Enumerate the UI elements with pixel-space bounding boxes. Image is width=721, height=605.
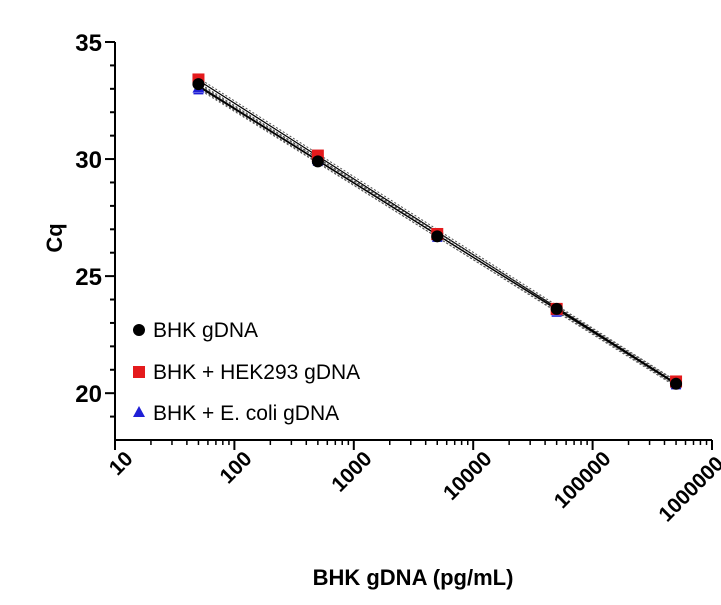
data-point-bhk <box>670 377 683 390</box>
data-point-bhk <box>550 302 563 315</box>
y-tick-label: 35 <box>75 30 102 57</box>
y-axis-title: Cq <box>42 223 67 252</box>
data-point-bhk <box>311 155 324 168</box>
legend-marker-bhk <box>133 324 145 336</box>
legend-marker-hek293 <box>133 366 145 378</box>
x-tick-label: 1000 <box>327 447 376 496</box>
x-tick-label: 1000000 <box>654 452 721 526</box>
x-tick-label: 10 <box>105 447 138 480</box>
legend-marker-ecoli <box>133 406 145 417</box>
legend-label: BHK gDNA <box>153 319 258 342</box>
x-axis-title: BHK gDNA (pg/mL) <box>313 565 514 590</box>
y-tick-label: 25 <box>75 264 102 291</box>
data-point-bhk <box>192 78 205 91</box>
y-tick-label: 20 <box>75 381 102 408</box>
legend-label: BHK + HEK293 gDNA <box>153 361 360 384</box>
legend-label: BHK + E. coli gDNA <box>153 402 339 425</box>
y-tick-label: 30 <box>75 147 102 174</box>
x-tick-label: 10000 <box>439 447 497 505</box>
x-tick-label: 100 <box>215 447 256 488</box>
data-point-bhk <box>431 230 444 243</box>
legend: BHK gDNA BHK + HEK293 gDNA BHK + E. coli… <box>133 319 360 425</box>
plot-area <box>105 41 713 450</box>
x-tick-label: 100000 <box>550 447 616 513</box>
